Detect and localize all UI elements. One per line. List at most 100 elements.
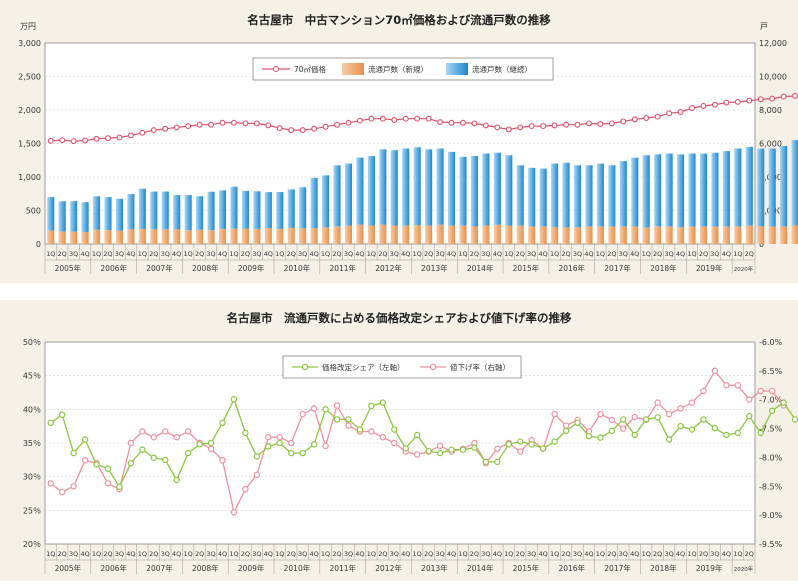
quarter-tick-label: 2Q <box>561 550 570 558</box>
price-point <box>93 135 100 142</box>
quarter-tick-label: 4Q <box>218 250 227 258</box>
discount-rate-point <box>265 434 272 441</box>
quarter-tick-label: 2Q <box>470 550 479 558</box>
price-point <box>105 135 111 142</box>
revision-share-point <box>379 399 387 406</box>
quarter-tick-label: 3Q <box>161 550 170 558</box>
price-point <box>173 124 180 131</box>
discount-rate-point <box>517 448 524 455</box>
year-label: 2017年 <box>604 563 631 573</box>
year-label: 2005年 <box>55 263 82 273</box>
quarter-tick-label: 2Q <box>378 550 387 558</box>
price-point <box>471 120 478 127</box>
revision-share-point <box>425 447 432 455</box>
quarter-tick-label: 4Q <box>126 250 135 258</box>
bar-new-listings <box>459 225 467 244</box>
bar-new-listings <box>551 227 559 244</box>
quarter-tick-label: 3Q <box>527 250 536 258</box>
year-label: 2010年 <box>284 563 311 573</box>
year-label: 2012年 <box>375 563 402 573</box>
quarter-tick-label: 4Q <box>539 550 548 558</box>
bar-continuing-listings <box>688 153 696 227</box>
bar-continuing-listings <box>631 157 639 227</box>
price-point <box>345 119 352 126</box>
bar-continuing-listings <box>161 191 169 230</box>
bar-new-listings <box>791 225 798 244</box>
bar-new-listings <box>402 225 410 244</box>
quarter-tick-label: 4Q <box>447 550 456 558</box>
year-label: 2005年 <box>55 563 82 573</box>
bar-continuing-listings <box>344 163 353 226</box>
quarter-tick-label: 3Q <box>298 550 307 558</box>
bar-new-listings <box>92 229 101 244</box>
revision-share-point <box>597 434 604 441</box>
revision-share-point <box>746 412 753 420</box>
y-left-tick-label: 2,000 <box>18 106 41 115</box>
price-point <box>482 122 489 129</box>
y-left-tick-label: 500 <box>26 207 41 216</box>
price-point <box>379 115 386 122</box>
quarter-tick-label: 3Q <box>619 550 628 558</box>
quarter-tick-label: 1Q <box>321 550 330 558</box>
price-point <box>59 137 66 144</box>
revision-share-point <box>768 407 776 414</box>
bar-continuing-listings <box>516 165 524 226</box>
y-right-tick-label: 6,000 <box>759 140 782 149</box>
legend: 価格改定シェア（左軸） 値下げ率（右軸） <box>282 355 522 379</box>
discount-rate-point <box>242 485 249 493</box>
quarter-tick-label: 4Q <box>676 250 685 258</box>
discount-rate-point <box>299 410 306 418</box>
quarter-tick-label: 4Q <box>126 550 135 558</box>
bar-new-listings <box>688 226 696 244</box>
discount-rate-point <box>173 434 180 441</box>
year-label: 2011年 <box>329 563 356 573</box>
discount-rate-point <box>81 457 89 464</box>
year-label: 2010年 <box>284 263 311 273</box>
discount-rate-point <box>688 399 696 406</box>
price-point <box>425 115 432 122</box>
bar-continuing-listings <box>92 196 101 230</box>
share-and-discount-chart-panel: 名古屋市 流通戸数に占める価格改定シェアおよび値下げ率の推移 50％ 45％ 40％… <box>0 300 798 581</box>
revision-share-point <box>58 411 66 418</box>
quarter-tick-label: 2Q <box>241 550 250 558</box>
price-point <box>792 92 798 99</box>
quarter-tick-label: 3Q <box>161 250 170 258</box>
bar-new-listings <box>482 225 490 244</box>
year-label: 2020年 <box>734 265 754 273</box>
revision-share-point <box>459 446 467 453</box>
revision-share-point <box>677 422 684 430</box>
bar-continuing-listings <box>218 190 227 229</box>
price-point <box>288 127 295 134</box>
quarter-tick-label: 3Q <box>435 550 444 558</box>
quarter-tick-label: 2Q <box>607 250 616 258</box>
quarter-tick-label: 2Q <box>195 550 204 558</box>
price-point <box>368 115 375 122</box>
quarter-tick-label: 4Q <box>447 250 456 258</box>
year-label: 2008年 <box>192 263 219 273</box>
discount-rate-point <box>127 439 135 447</box>
quarter-tick-label: 1Q <box>92 550 101 558</box>
discount-rate-point <box>70 483 77 490</box>
quarter-tick-label: 3Q <box>573 250 582 258</box>
bar-continuing-listings <box>310 177 318 229</box>
bar-continuing-listings <box>665 153 673 227</box>
year-label: 2020年 <box>734 565 754 573</box>
quarter-tick-label: 1Q <box>642 550 651 558</box>
quarter-tick-label: 3Q <box>252 550 261 558</box>
bar-continuing-listings <box>138 188 146 229</box>
price-point <box>563 121 569 128</box>
price-point <box>757 96 764 103</box>
chart-title: 名古屋市 流通戸数に占める価格改定シェアおよび値下げ率の推移 <box>227 311 572 325</box>
price-point <box>185 123 192 130</box>
year-label: 2016年 <box>558 563 585 573</box>
quarter-tick-label: 4Q <box>584 550 593 558</box>
revision-share-point <box>562 427 570 435</box>
quarter-tick-label: 3Q <box>298 250 307 258</box>
revision-share-point <box>104 465 112 472</box>
year-label: 2012年 <box>375 263 402 273</box>
discount-rate-point <box>620 425 627 432</box>
bar-continuing-listings <box>196 196 204 230</box>
revision-share-point <box>505 441 512 448</box>
quarter-tick-label: 2Q <box>424 250 433 258</box>
price-point <box>586 120 592 127</box>
